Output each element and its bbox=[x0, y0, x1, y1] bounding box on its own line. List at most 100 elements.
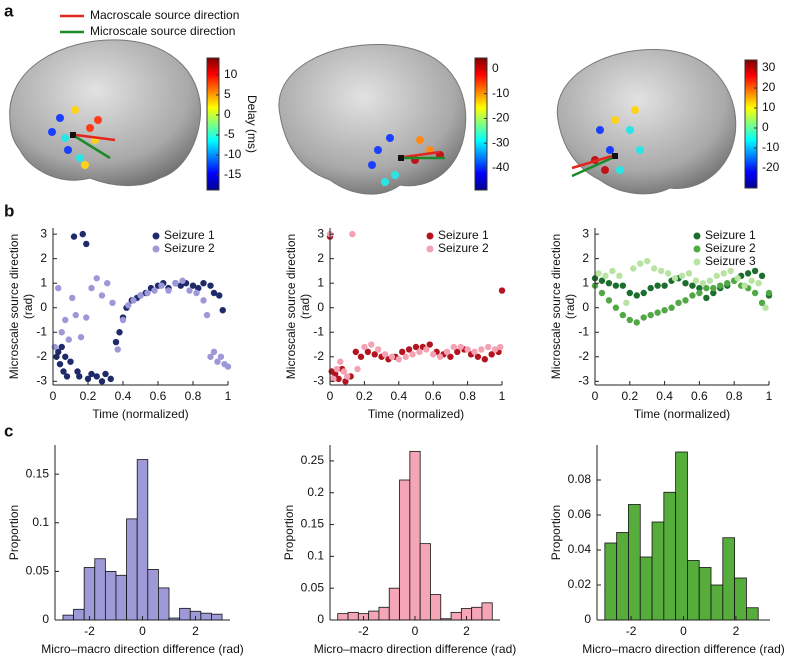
point bbox=[165, 287, 172, 294]
point bbox=[172, 279, 179, 287]
y-axis-label: (rad) bbox=[563, 294, 577, 319]
point bbox=[647, 284, 654, 292]
point bbox=[56, 360, 64, 368]
point bbox=[491, 346, 499, 353]
point bbox=[405, 346, 413, 353]
point bbox=[77, 333, 85, 341]
point bbox=[675, 299, 682, 307]
colorbar-tick-label: 10 bbox=[224, 67, 238, 81]
point bbox=[626, 289, 633, 297]
point bbox=[76, 373, 83, 380]
point bbox=[762, 304, 769, 311]
point bbox=[616, 272, 623, 280]
y-tick-label: 0.15 bbox=[301, 517, 325, 531]
bar bbox=[419, 543, 431, 621]
point bbox=[224, 363, 232, 370]
point bbox=[193, 289, 200, 297]
x-tick-label: 0.2 bbox=[356, 389, 373, 403]
colorbar-tick-label: 5 bbox=[224, 87, 231, 101]
point bbox=[647, 311, 654, 319]
point bbox=[703, 284, 710, 292]
point bbox=[83, 240, 90, 248]
point bbox=[109, 299, 116, 307]
bar bbox=[639, 556, 653, 621]
y-tick-label: 2 bbox=[40, 251, 47, 265]
point bbox=[619, 282, 627, 289]
point bbox=[58, 329, 65, 336]
point bbox=[488, 351, 495, 358]
point bbox=[734, 275, 741, 282]
point bbox=[83, 314, 90, 321]
x-tick-label: 0.6 bbox=[691, 389, 708, 403]
point bbox=[79, 230, 86, 238]
point bbox=[207, 353, 214, 360]
x-tick-label: 1 bbox=[766, 389, 773, 403]
colorbar-tick-label: -10 bbox=[492, 86, 510, 100]
point bbox=[598, 277, 606, 284]
x-tick-label: 0 bbox=[412, 624, 419, 638]
legend-marker bbox=[693, 232, 701, 240]
point bbox=[214, 358, 221, 365]
x-tick-label: 2 bbox=[192, 624, 199, 638]
point bbox=[364, 348, 372, 356]
colorbar-tick-label: -10 bbox=[224, 147, 242, 161]
y-axis-label: (rad) bbox=[21, 294, 35, 319]
point bbox=[62, 316, 69, 324]
y-axis-label: Proportion bbox=[282, 505, 296, 560]
point bbox=[69, 294, 76, 302]
point bbox=[640, 289, 647, 297]
point bbox=[650, 265, 658, 272]
point bbox=[633, 319, 640, 326]
legend-label: Seizure 1 bbox=[164, 228, 215, 242]
point bbox=[626, 316, 633, 324]
bar bbox=[378, 606, 390, 621]
y-tick-label: -2 bbox=[313, 349, 324, 363]
x-tick-label: 0.4 bbox=[390, 389, 407, 403]
y-axis-label: Microscale source direction bbox=[284, 234, 298, 379]
point bbox=[216, 292, 223, 299]
bar bbox=[430, 594, 442, 621]
legend-label: Microscale source direction bbox=[90, 24, 235, 38]
x-tick-label: 0.2 bbox=[621, 389, 638, 403]
point bbox=[457, 343, 464, 351]
y-tick-label: 0.08 bbox=[568, 472, 592, 486]
point bbox=[727, 267, 734, 275]
point bbox=[151, 287, 158, 294]
bar bbox=[62, 614, 74, 621]
point bbox=[217, 353, 225, 360]
point bbox=[619, 311, 627, 319]
x-tick-label: 0 bbox=[327, 389, 334, 403]
point bbox=[137, 292, 144, 299]
brain-1 bbox=[9, 39, 202, 187]
y-tick-label: 0 bbox=[584, 612, 591, 626]
point bbox=[93, 373, 100, 380]
point bbox=[423, 346, 430, 353]
bar bbox=[698, 567, 712, 621]
y-tick-label: 0.06 bbox=[568, 507, 592, 521]
y-tick-label: -1 bbox=[36, 324, 47, 338]
point bbox=[342, 378, 349, 385]
y-tick-label: 0.1 bbox=[32, 515, 49, 529]
point bbox=[344, 373, 351, 380]
bar bbox=[179, 607, 191, 621]
point bbox=[623, 299, 630, 307]
bar bbox=[651, 521, 665, 621]
y-tick-label: 2 bbox=[317, 251, 324, 265]
point bbox=[436, 353, 444, 360]
colorbar-tick-label: 30 bbox=[762, 60, 776, 74]
point bbox=[395, 356, 402, 363]
point bbox=[689, 292, 696, 299]
point bbox=[88, 284, 95, 292]
bar bbox=[200, 612, 212, 621]
x-tick-label: 0 bbox=[592, 389, 599, 403]
point bbox=[60, 368, 67, 375]
point bbox=[130, 297, 137, 304]
y-tick-label: -1 bbox=[578, 324, 589, 338]
y-tick-label: -1 bbox=[313, 324, 324, 338]
point bbox=[661, 306, 668, 314]
y-tick-label: -3 bbox=[313, 373, 324, 387]
point bbox=[200, 297, 207, 304]
point bbox=[598, 289, 606, 297]
y-axis-label: Microscale source direction bbox=[7, 234, 21, 379]
